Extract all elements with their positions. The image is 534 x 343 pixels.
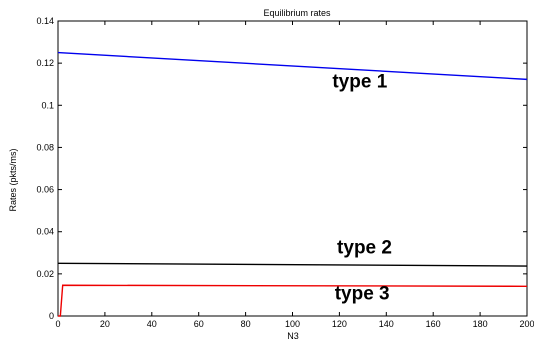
x-tick-label: 160 xyxy=(426,319,441,329)
x-tick-label: 0 xyxy=(55,319,60,329)
x-tick-label: 140 xyxy=(379,319,394,329)
series-line-2 xyxy=(57,262,528,267)
series-line-3 xyxy=(58,284,528,317)
x-axis-label: N3 xyxy=(287,331,299,341)
y-tick-label: 0.02 xyxy=(36,269,54,279)
plot-area: 0 20 40 60 80 100 120 140 160 180 200 0 0.02 0.04 0.06… xyxy=(36,16,534,329)
x-tick-label: 80 xyxy=(241,319,251,329)
x-tick-label: 100 xyxy=(285,319,300,329)
x-tick-label: 20 xyxy=(100,319,110,329)
x-tick-label: 200 xyxy=(519,319,534,329)
y-tick-label: 0.12 xyxy=(36,58,54,68)
y-tick-label: 0.14 xyxy=(36,16,54,26)
y-tick-label: 0.08 xyxy=(36,142,54,152)
series-layer xyxy=(57,51,528,317)
x-tick-label: 120 xyxy=(332,319,347,329)
axes-box xyxy=(57,20,528,317)
y-tick-label: 0.06 xyxy=(36,185,54,195)
x-tick-label: 180 xyxy=(473,319,488,329)
y-tick-label: 0.04 xyxy=(36,227,54,237)
y-tick-label: 0 xyxy=(49,311,54,321)
chart-title: Equilibrium rates xyxy=(263,8,331,18)
annotation-layer: type 1 type 2 type 3 xyxy=(332,71,392,304)
y-axis-label: Rates (pkts/ms) xyxy=(8,148,18,211)
series-line-1 xyxy=(57,51,528,81)
x-tick-label: 40 xyxy=(147,319,157,329)
series-annotation: type 1 xyxy=(332,71,387,92)
series-annotation: type 3 xyxy=(335,283,390,304)
y-tick-label: 0.1 xyxy=(41,100,54,110)
series-annotation: type 2 xyxy=(337,238,392,259)
x-tick-label: 60 xyxy=(194,319,204,329)
